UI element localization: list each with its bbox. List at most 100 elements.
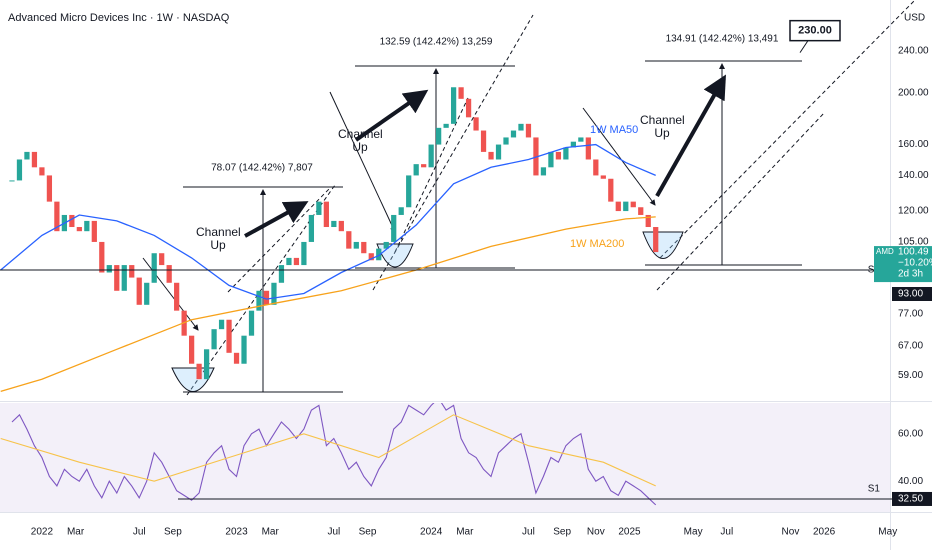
currency: USD (904, 13, 925, 24)
annotation: Channel Up (338, 127, 383, 154)
annotation: 78.07 (142.42%) 7,807 (211, 163, 313, 174)
target-pointer (799, 40, 809, 53)
candle (638, 207, 644, 215)
drawings (142, 0, 916, 396)
candle (323, 201, 329, 228)
y-tick-label: 105.00 (898, 237, 929, 248)
candle (338, 220, 344, 232)
candle (144, 282, 150, 305)
annotation: Channel Up (640, 113, 685, 140)
candle (398, 207, 404, 215)
candle (525, 123, 532, 138)
candle (114, 265, 120, 291)
candle (630, 201, 636, 208)
candle (331, 220, 337, 228)
tag-change: −10.20% (898, 258, 932, 269)
candle (129, 265, 135, 278)
candle (473, 117, 479, 131)
candle (421, 164, 427, 168)
price-tag (874, 246, 932, 283)
y-tick-label: 120.00 (898, 206, 929, 217)
candle (106, 265, 112, 273)
y-tick-label: 160.00 (898, 139, 929, 150)
chart-title: Advanced Micro Devices Inc · 1W · NASDAQ (8, 12, 230, 24)
candle (645, 214, 651, 228)
x-tick-label: Sep (359, 527, 377, 538)
candle (39, 167, 45, 176)
candle (361, 241, 367, 254)
candle (608, 178, 614, 202)
candle (458, 87, 464, 99)
x-tick-label: 2023 (225, 527, 248, 538)
candle (480, 130, 487, 152)
x-tick-label: Jul (133, 527, 146, 538)
candle (450, 87, 457, 124)
rsi-support-name: S1 (868, 484, 881, 495)
channel-lines (186, 0, 916, 396)
x-tick-label: Jul (522, 527, 535, 538)
candle (308, 214, 315, 242)
y-tick-label: 67.00 (898, 340, 923, 351)
rsi-support-tag (892, 491, 932, 506)
tag-countdown: 2d 3h (898, 269, 923, 280)
rsi-line (0, 414, 656, 487)
candle (518, 123, 524, 131)
target-box (789, 19, 841, 42)
tag-price: 100.49 (898, 247, 929, 258)
x-tick-label: 2024 (420, 527, 443, 538)
candle (570, 141, 576, 148)
rsi-band (0, 403, 890, 512)
x-tick-label: Mar (67, 527, 85, 538)
candle (346, 231, 352, 249)
candle (99, 241, 105, 273)
y-tick-label: 59.00 (898, 370, 923, 381)
candle (196, 363, 202, 380)
candle (585, 137, 591, 160)
x-tick-label: Mar (456, 527, 474, 538)
rsi-line (11, 403, 657, 506)
candle (293, 257, 300, 266)
candle (383, 241, 389, 249)
candle (428, 144, 434, 168)
x-tick-label: May (878, 527, 897, 538)
candle (24, 151, 30, 160)
x-tick-label: Nov (587, 527, 605, 538)
x-tick-label: Jul (327, 527, 340, 538)
candle (436, 127, 442, 145)
candle (54, 201, 60, 232)
bold-arrows (244, 74, 726, 238)
candle (166, 265, 172, 283)
candle (76, 227, 82, 232)
candle (286, 257, 292, 266)
candle (368, 253, 374, 261)
moving-average (0, 216, 656, 393)
candle (578, 137, 584, 142)
candle (218, 319, 225, 330)
rsi-support-tag-label: 32.50 (898, 494, 923, 505)
candle (353, 241, 359, 249)
candle (413, 164, 419, 176)
candle (593, 159, 599, 176)
candle (121, 265, 127, 291)
candle (248, 310, 255, 336)
y-tick-label: 60.00 (898, 428, 923, 439)
support-tag (892, 286, 932, 301)
candle (203, 349, 210, 380)
x-tick-label: Mar (262, 527, 280, 538)
y-tick-label: 40.00 (898, 476, 923, 487)
candle (91, 220, 97, 242)
x-tick-label: 2026 (813, 527, 836, 538)
candle (233, 352, 240, 364)
candle (406, 175, 412, 208)
candle (615, 201, 621, 212)
candle (271, 282, 277, 305)
ma-label: 1W MA200 (570, 238, 624, 250)
candle (69, 214, 75, 228)
candle (488, 151, 494, 160)
target-label: 230.00 (798, 25, 832, 37)
x-tick-label: Jul (720, 527, 733, 538)
candle (211, 329, 217, 350)
x-tick-label: Sep (164, 527, 182, 538)
